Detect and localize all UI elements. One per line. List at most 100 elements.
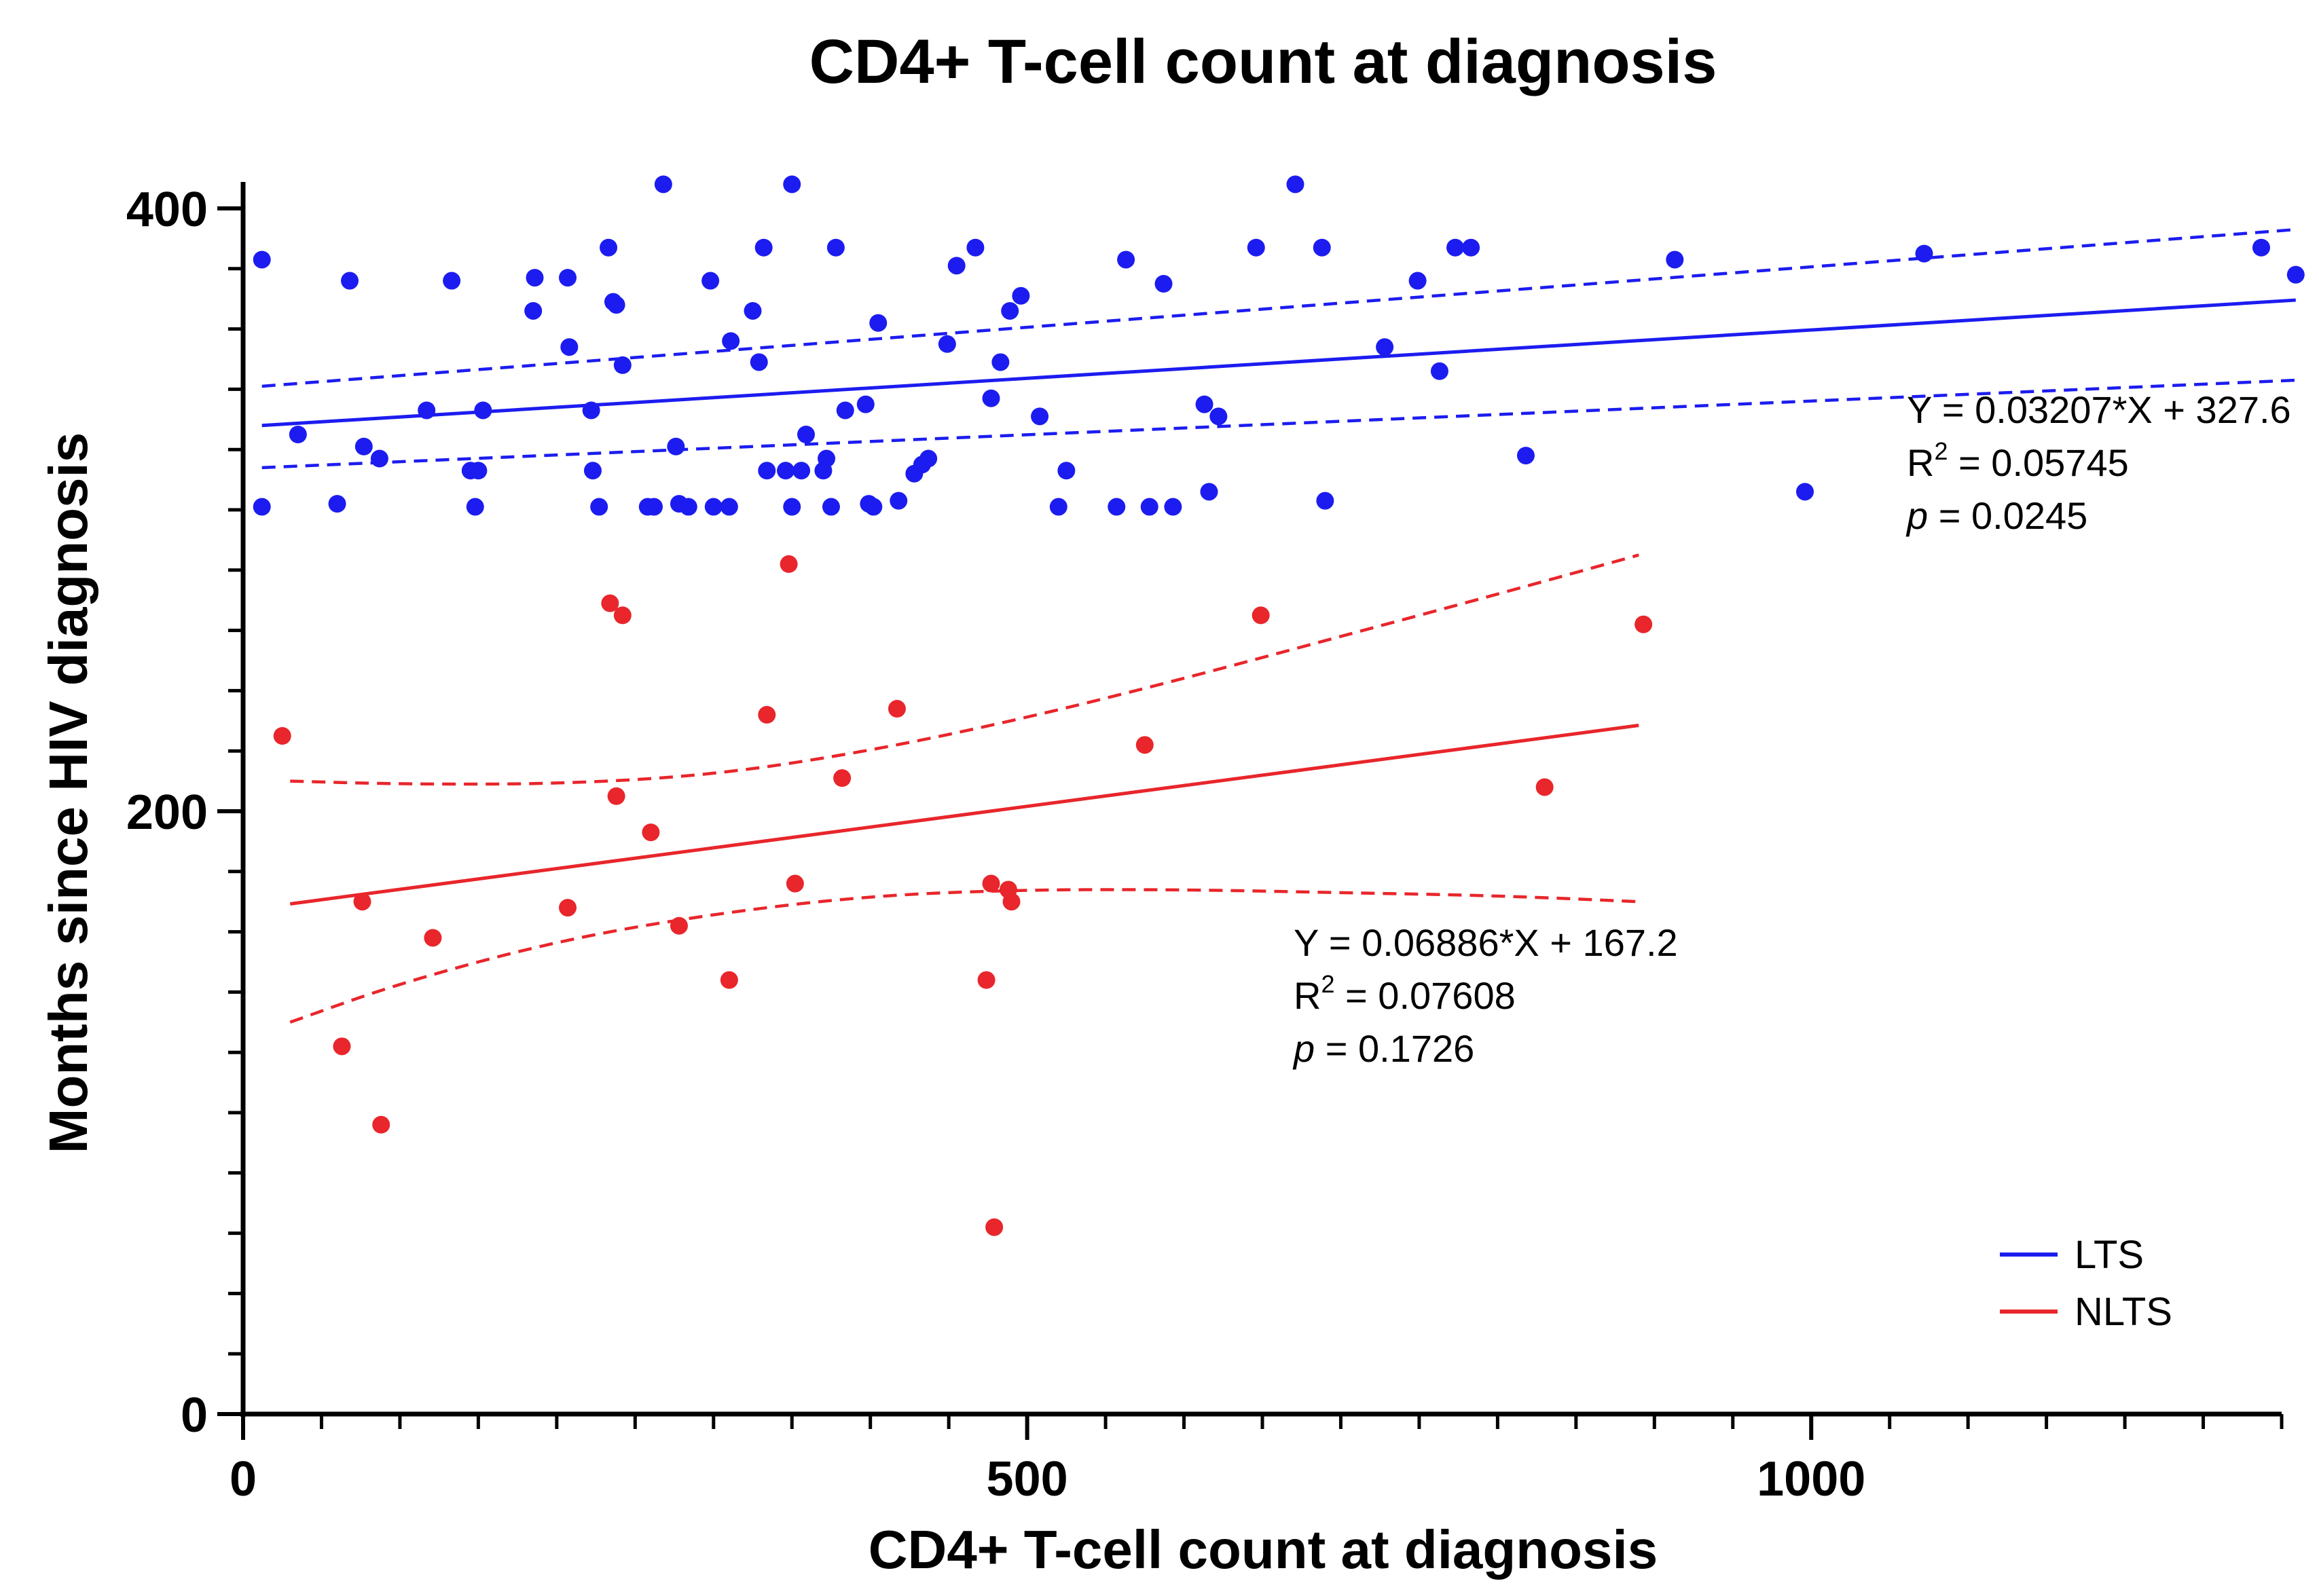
lts-data-point <box>328 495 346 513</box>
lts-data-point <box>613 356 632 374</box>
nlts-data-point <box>720 971 738 989</box>
lts-data-point <box>966 238 985 257</box>
lts-data-point <box>919 449 938 468</box>
lts-data-point <box>590 498 608 516</box>
lts-data-point <box>864 498 883 516</box>
lts-p-label: p <box>1905 494 1928 537</box>
nlts-ci-upper <box>290 553 1639 786</box>
lts-r2-label: R <box>1907 441 1934 484</box>
lts-data-point <box>826 238 845 257</box>
nlts-data-point <box>559 899 577 917</box>
lts-r2-sup: 2 <box>1934 437 1948 465</box>
lts-data-point <box>289 426 307 443</box>
lts-data-point <box>1376 338 1394 356</box>
lts-data-point <box>890 491 908 510</box>
x-tick-label: 1000 <box>1757 1452 1865 1506</box>
lts-data-point <box>1316 491 1334 510</box>
lts-data-point <box>1516 447 1535 465</box>
lts-data-point <box>1057 462 1076 480</box>
nlts-data-point <box>372 1115 390 1134</box>
lts-data-point <box>750 353 768 371</box>
lts-data-point <box>722 332 740 350</box>
lts-data-point <box>1666 250 1684 269</box>
nlts-regression-line <box>289 724 1639 906</box>
x-tick-label: 0 <box>230 1452 257 1506</box>
nlts-data-point <box>353 893 371 911</box>
lts-data-point <box>1108 498 1126 516</box>
lts-data-point <box>797 426 816 443</box>
x-axis-title: CD4+ T-cell count at diagnosis <box>869 1519 1658 1580</box>
lts-annotation: Y = 0.03207*X + 327.6 R2 = 0.05745 p = 0… <box>1905 388 2291 537</box>
nlts-data-point <box>1635 615 1653 633</box>
nlts-r2-sup: 2 <box>1321 970 1334 998</box>
lts-data-point <box>341 272 359 290</box>
nlts-data-point <box>982 874 1000 893</box>
lts-data-point <box>1049 498 1067 516</box>
lts-regression-line <box>261 298 2296 428</box>
lts-data-point <box>822 498 840 516</box>
nlts-data-point <box>1535 778 1554 796</box>
lts-data-point <box>559 269 577 287</box>
nlts-data-point <box>613 606 632 625</box>
lts-data-point <box>560 338 579 356</box>
lts-data-point <box>1195 395 1213 413</box>
lts-r2: R2 = 0.05745 <box>1907 437 2129 484</box>
lts-data-point <box>443 272 461 290</box>
lts-data-point <box>1446 238 1465 257</box>
legend: LTS NLTS <box>2000 1233 2172 1334</box>
lts-data-point <box>1012 286 1030 305</box>
lts-data-point <box>526 269 544 287</box>
lts-data-point <box>754 238 773 257</box>
lts-data-point <box>792 462 811 480</box>
nlts-data-point <box>607 787 625 805</box>
nlts-r2-label: R <box>1294 974 1321 1017</box>
nlts-data-point <box>1252 606 1270 625</box>
nlts-data-point <box>273 727 291 745</box>
nlts-p-value: = 0.1726 <box>1315 1027 1474 1070</box>
legend-lts-label: LTS <box>2075 1233 2144 1277</box>
lts-data-point <box>991 353 1010 371</box>
nlts-data-point <box>780 555 798 573</box>
lts-data-point <box>744 301 762 320</box>
lts-data-point <box>720 498 738 516</box>
lts-data-point <box>1286 175 1304 193</box>
lts-data-point <box>1117 250 1135 269</box>
lts-data-point <box>938 335 956 353</box>
legend-nlts-label: NLTS <box>2075 1290 2172 1334</box>
lts-data-point <box>783 498 801 516</box>
nlts-data-point <box>601 594 619 612</box>
lts-data-point <box>856 395 875 413</box>
lts-data-point <box>1408 272 1427 290</box>
nlts-data-point <box>1002 893 1021 911</box>
lts-data-point <box>818 449 836 468</box>
lts-data-point <box>1209 407 1228 426</box>
y-tick-label: 0 <box>181 1388 208 1443</box>
nlts-p: p = 0.1726 <box>1292 1027 1474 1070</box>
lts-data-point <box>418 401 436 420</box>
lts-data-point <box>947 257 966 275</box>
lts-data-point <box>704 498 723 516</box>
lts-data-point <box>607 296 625 314</box>
x-tick-label: 500 <box>987 1452 1068 1506</box>
lts-data-point <box>1164 498 1182 516</box>
lts-data-point <box>1247 238 1265 257</box>
nlts-r2: R2 = 0.07608 <box>1294 970 1516 1017</box>
lts-data-point <box>466 498 484 516</box>
lts-data-point <box>469 462 488 480</box>
nlts-p-label: p <box>1292 1027 1315 1070</box>
axes <box>240 182 2282 1417</box>
nlts-equation: Y = 0.06886*X + 167.2 <box>1294 921 1678 964</box>
lts-data-point <box>869 314 888 332</box>
lts-data-point <box>1313 238 1331 257</box>
lts-data-point <box>1200 483 1218 501</box>
lts-data-point <box>645 498 663 516</box>
confidence-bands <box>261 227 2296 1024</box>
lts-ci-upper <box>261 227 2296 388</box>
lts-data-point <box>2252 238 2270 257</box>
lts-data-point <box>667 437 685 456</box>
lts-data-point <box>1154 275 1173 293</box>
regression-lines <box>261 298 2296 906</box>
data-points <box>253 175 2305 1236</box>
lts-data-point <box>701 272 720 290</box>
nlts-data-point <box>985 1218 1004 1236</box>
